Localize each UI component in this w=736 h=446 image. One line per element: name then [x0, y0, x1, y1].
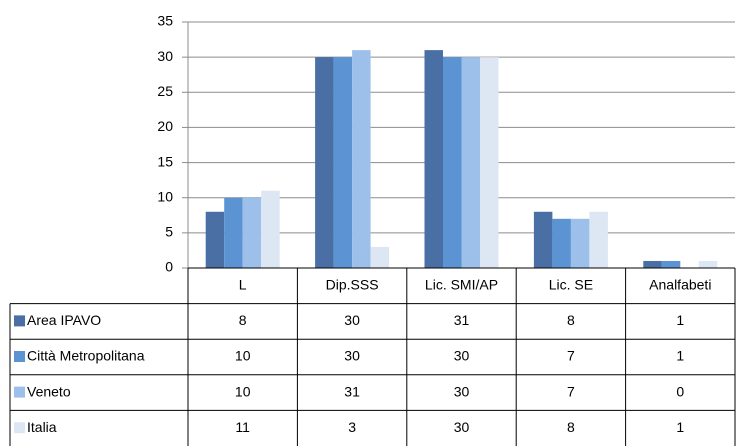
bar [480, 57, 499, 269]
table-value: 30 [454, 383, 470, 399]
bar [643, 260, 662, 268]
table-value: 3 [348, 419, 356, 435]
bar [205, 211, 225, 268]
legend-label: Veneto [27, 383, 71, 399]
table-value: 7 [567, 348, 575, 364]
y-tick-label: 35 [157, 13, 173, 29]
bar [698, 260, 718, 268]
y-tick-label: 5 [165, 224, 173, 240]
table-value: 30 [454, 348, 470, 364]
bar [224, 197, 243, 268]
bar [333, 57, 353, 269]
bar [661, 260, 681, 268]
bar [424, 50, 443, 268]
table-value: 1 [676, 419, 684, 435]
x-tick-label: Analfabeti [649, 277, 711, 293]
y-tick-label: 0 [165, 259, 173, 275]
bar [315, 57, 334, 269]
x-tick-label: Lic. SE [549, 277, 593, 293]
table-value: 8 [567, 419, 575, 435]
legend-key [14, 386, 25, 398]
bar [533, 211, 553, 268]
legend-label: Italia [27, 419, 57, 435]
y-tick-label: 10 [157, 188, 173, 204]
table-value: 1 [676, 312, 684, 328]
bar [570, 218, 590, 268]
x-tick-label: Lic. SMI/AP [425, 277, 498, 293]
bar [352, 50, 371, 268]
table-value: 1 [676, 348, 684, 364]
y-tick-label: 25 [157, 83, 173, 99]
x-tick-label: Dip.SSS [326, 277, 379, 293]
table-value: 8 [567, 312, 575, 328]
bar [461, 57, 480, 269]
bar [443, 57, 462, 269]
table-value: 8 [239, 312, 247, 328]
table-value: 30 [454, 419, 470, 435]
table-value: 30 [344, 312, 360, 328]
table-value: 11 [235, 419, 250, 435]
legend-key [14, 422, 25, 434]
y-tick-label: 30 [157, 48, 173, 64]
bar [589, 211, 608, 268]
table-value: 10 [235, 348, 251, 364]
table-value: 30 [344, 348, 360, 364]
x-tick-label: L [239, 277, 247, 293]
legend-key [14, 315, 25, 327]
legend-label: Città Metropolitana [27, 348, 145, 364]
legend-key [14, 351, 25, 362]
bar [552, 218, 571, 268]
table-value: 31 [454, 312, 470, 328]
bar [242, 197, 262, 268]
bar [370, 246, 390, 268]
table-value: 31 [344, 383, 360, 399]
bar [261, 190, 280, 268]
table-value: 7 [567, 383, 575, 399]
legend-label: Area IPAVO [27, 312, 101, 328]
y-tick-label: 20 [157, 118, 173, 134]
y-tick-label: 15 [157, 153, 173, 169]
table-value: 0 [676, 383, 684, 399]
table-value: 10 [235, 383, 251, 399]
